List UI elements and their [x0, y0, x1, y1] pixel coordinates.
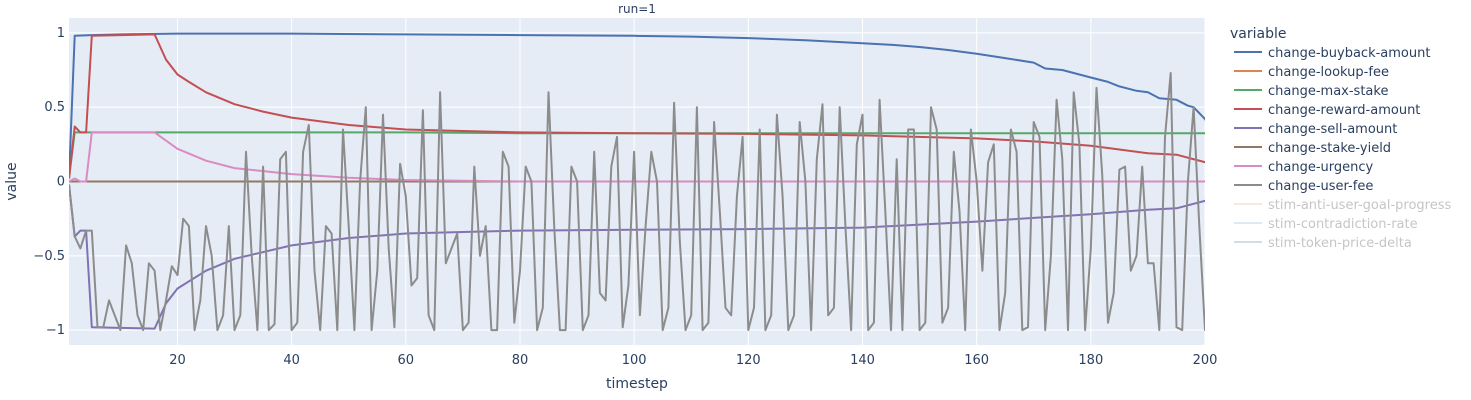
x-tick-label: 60 [398, 353, 415, 368]
legend-label: change-sell-amount [1268, 122, 1397, 137]
y-tick-label: −1 [46, 323, 65, 338]
legend-label: stim-token-price-delta [1268, 236, 1412, 251]
legend-item-change-user-fee[interactable]: change-user-fee [1234, 179, 1373, 194]
y-tick-label: −0.5 [33, 249, 65, 264]
x-tick-label: 140 [850, 353, 875, 368]
x-tick-label: 160 [964, 353, 989, 368]
x-tick-label: 120 [736, 353, 761, 368]
legend-title: variable [1230, 26, 1286, 42]
y-tick-label: 1 [57, 26, 65, 41]
legend-label: stim-anti-user-goal-progress [1268, 198, 1451, 213]
legend-label: change-lookup-fee [1268, 65, 1389, 80]
x-tick-label: 180 [1078, 353, 1103, 368]
legend-label: stim-contradiction-rate [1268, 217, 1418, 232]
y-tick-label: 0.5 [44, 100, 65, 115]
legend-label: change-user-fee [1268, 179, 1373, 194]
legend-item-change-reward-amount[interactable]: change-reward-amount [1234, 103, 1420, 118]
legend-label: change-stake-yield [1268, 141, 1391, 156]
legend-item-stim-token-price-delta[interactable]: stim-token-price-delta [1234, 236, 1412, 251]
legend-item-change-buyback-amount[interactable]: change-buyback-amount [1234, 46, 1430, 61]
legend-item-stim-contradiction-rate[interactable]: stim-contradiction-rate [1234, 217, 1418, 232]
legend: variable change-buyback-amount change-loo… [1230, 26, 1451, 251]
legend-item-stim-anti-user-goal-progress[interactable]: stim-anti-user-goal-progress [1234, 198, 1451, 213]
series-line-change-user-fee [69, 72, 1205, 332]
x-tick-label: 200 [1193, 353, 1218, 368]
x-tick-label: 20 [169, 353, 186, 368]
legend-item-change-urgency[interactable]: change-urgency [1234, 160, 1374, 175]
legend-item-change-sell-amount[interactable]: change-sell-amount [1234, 122, 1397, 137]
legend-label: change-max-stake [1268, 84, 1388, 99]
y-tick-label: 0 [57, 175, 65, 190]
x-tick-label: 40 [283, 353, 300, 368]
legend-label: change-urgency [1268, 160, 1374, 175]
legend-label: change-buyback-amount [1268, 46, 1430, 61]
legend-label: change-reward-amount [1268, 103, 1420, 118]
chart-title: run=1 [618, 2, 656, 16]
series-layer [69, 32, 1205, 332]
x-tick-label: 100 [622, 353, 647, 368]
legend-item-change-lookup-fee[interactable]: change-lookup-fee [1234, 65, 1389, 80]
legend-item-change-max-stake[interactable]: change-max-stake [1234, 84, 1388, 99]
x-axis-title: timestep [606, 376, 668, 392]
x-tick-label: 80 [512, 353, 529, 368]
tick-labels: 20 40 60 80 100 120 140 160 180 200 −1 −0.5 0 0.5 1 [33, 26, 1217, 368]
series-line-change-buyback-amount [69, 32, 1205, 179]
y-axis-title: value [4, 162, 20, 200]
legend-item-change-stake-yield[interactable]: change-stake-yield [1234, 141, 1391, 156]
